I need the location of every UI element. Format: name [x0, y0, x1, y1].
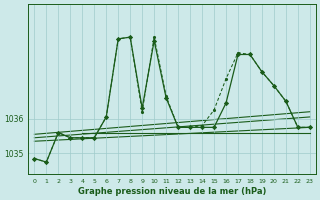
- X-axis label: Graphe pression niveau de la mer (hPa): Graphe pression niveau de la mer (hPa): [78, 187, 266, 196]
